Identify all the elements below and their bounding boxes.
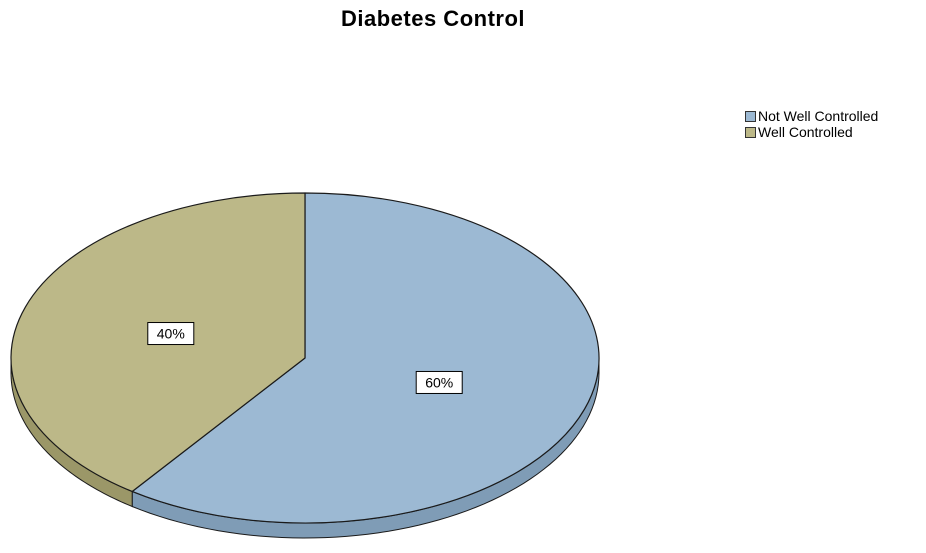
legend-item-not-well-controlled: Not Well Controlled [745, 108, 878, 124]
data-label-not-well-controlled: 60% [415, 370, 463, 394]
legend-swatch-not-well-controlled [745, 110, 756, 122]
chart-title: Diabetes Control [340, 6, 526, 31]
data-label-text: 60% [425, 374, 453, 390]
legend-swatch-well-controlled [745, 126, 756, 138]
data-labels: 60% 40% [147, 322, 463, 394]
legend: Not Well Controlled Well Controlled [745, 108, 878, 140]
data-label-well-controlled: 40% [147, 322, 195, 346]
legend-label-well-controlled: Well Controlled [758, 124, 853, 140]
pie-slices [10, 192, 600, 524]
pie-slice-not-well-controlled [131, 192, 600, 524]
legend-label-not-well-controlled: Not Well Controlled [758, 108, 879, 124]
data-label-box [415, 370, 463, 394]
legend-item-well-controlled: Well Controlled [745, 124, 878, 140]
data-label-box [147, 322, 195, 346]
data-label-text: 40% [157, 326, 185, 342]
